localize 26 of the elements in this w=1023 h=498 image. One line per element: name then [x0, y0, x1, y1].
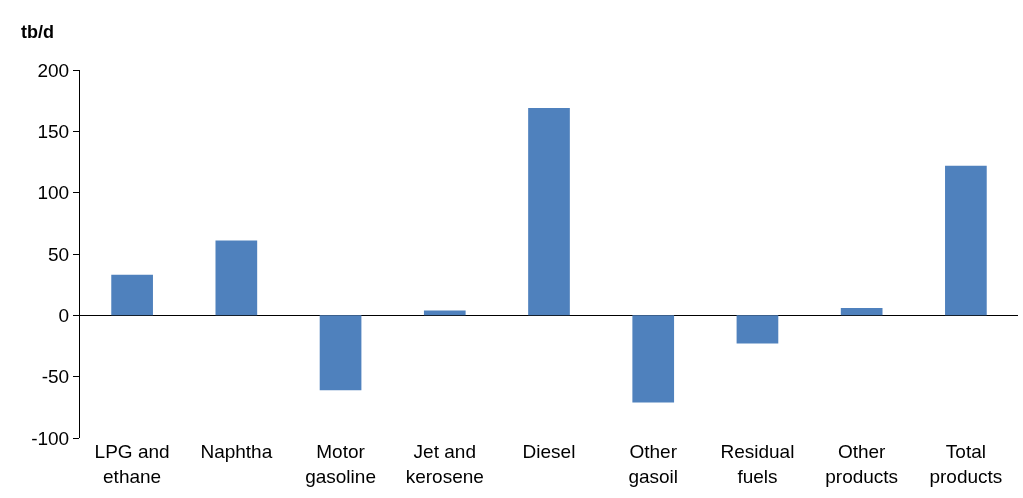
- bar: [632, 315, 675, 403]
- y-axis-title: tb/d: [21, 22, 54, 42]
- x-tick-label: Other gasoil: [628, 441, 679, 487]
- x-tick-label: Motor gasoline: [305, 441, 376, 487]
- x-tick-label: Residual fuels: [720, 441, 795, 487]
- bar: [111, 274, 153, 316]
- bar: [945, 165, 987, 316]
- y-tick-label: -50: [41, 366, 70, 388]
- x-tick-label: Jet and kerosene: [405, 441, 484, 487]
- bar: [319, 315, 362, 391]
- x-tick-label: Naphtha: [200, 441, 273, 462]
- y-tick-label: 200: [37, 59, 70, 81]
- bar: [528, 108, 570, 316]
- bar: [840, 307, 883, 316]
- y-tick-label: 100: [37, 182, 70, 204]
- y-tick-label: 50: [48, 243, 70, 265]
- x-tick-label: Other products: [825, 441, 899, 487]
- y-tick-label: 0: [58, 304, 70, 326]
- x-tick-label: Total products: [929, 441, 1003, 487]
- bar: [736, 315, 779, 344]
- y-tick-label: 150: [37, 120, 70, 142]
- x-tick-label: LPG and ethane: [94, 441, 170, 487]
- bar: [215, 240, 258, 316]
- y-tick-label: -100: [31, 427, 70, 449]
- x-tick-label: Diesel: [522, 441, 576, 462]
- bar: [423, 310, 466, 316]
